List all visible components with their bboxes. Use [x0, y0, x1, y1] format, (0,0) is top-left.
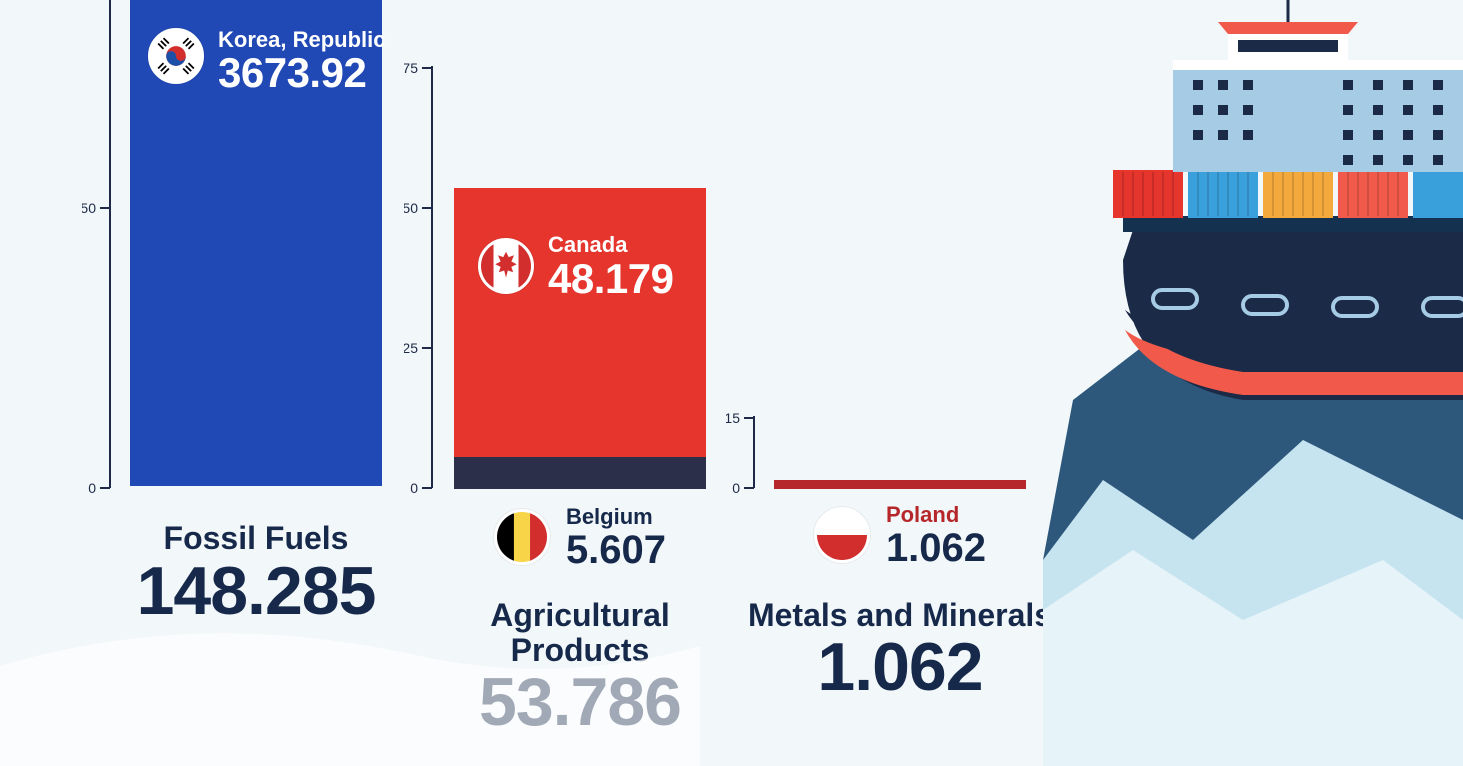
metals-axis: 0 15: [726, 412, 766, 502]
fossil-value: 3673.92: [218, 52, 385, 94]
fossil-category-title: Fossil Fuels: [80, 520, 432, 557]
fossil-tick-0: 0: [88, 480, 96, 496]
canada-flag-icon: [478, 238, 534, 294]
fossil-bar-label: Korea, Republic 3673.92: [148, 28, 385, 94]
metals-below-country: Poland: [886, 502, 986, 528]
agri-bar-label: Canada 48.179: [478, 232, 673, 300]
metals-category-title: Metals and Minerals: [744, 598, 1056, 633]
metals-below-value: 1.062: [886, 528, 986, 568]
ship-illustration: [1043, 0, 1463, 766]
metals-tick-15: 15: [726, 412, 740, 426]
korea-flag-icon: [148, 28, 204, 84]
ground-wash: [0, 606, 700, 766]
fossil-tick-50: 50: [82, 200, 96, 216]
agri-axis: 0 25 50 75: [404, 62, 444, 502]
belgium-flag-icon: [494, 509, 550, 565]
agri-tick-25: 25: [404, 340, 418, 356]
agri-tick-50: 50: [404, 200, 418, 216]
metals-tick-0: 0: [732, 480, 740, 496]
agri-tick-0: 0: [410, 480, 418, 496]
metals-total: 1.062: [744, 633, 1056, 701]
agri-tick-75: 75: [404, 62, 418, 76]
metals-bar: [774, 480, 1026, 489]
agri-below-country: Belgium: [566, 504, 666, 530]
metals-below-label: Poland 1.062: [774, 502, 1026, 568]
poland-flag-icon: [814, 507, 870, 563]
agri-below-value: 5.607: [566, 530, 666, 570]
agri-value: 48.179: [548, 258, 673, 300]
agri-bar-secondary: [454, 457, 706, 489]
agri-below-label: Belgium 5.607: [454, 504, 706, 570]
fossil-axis: 0 50: [82, 0, 122, 500]
